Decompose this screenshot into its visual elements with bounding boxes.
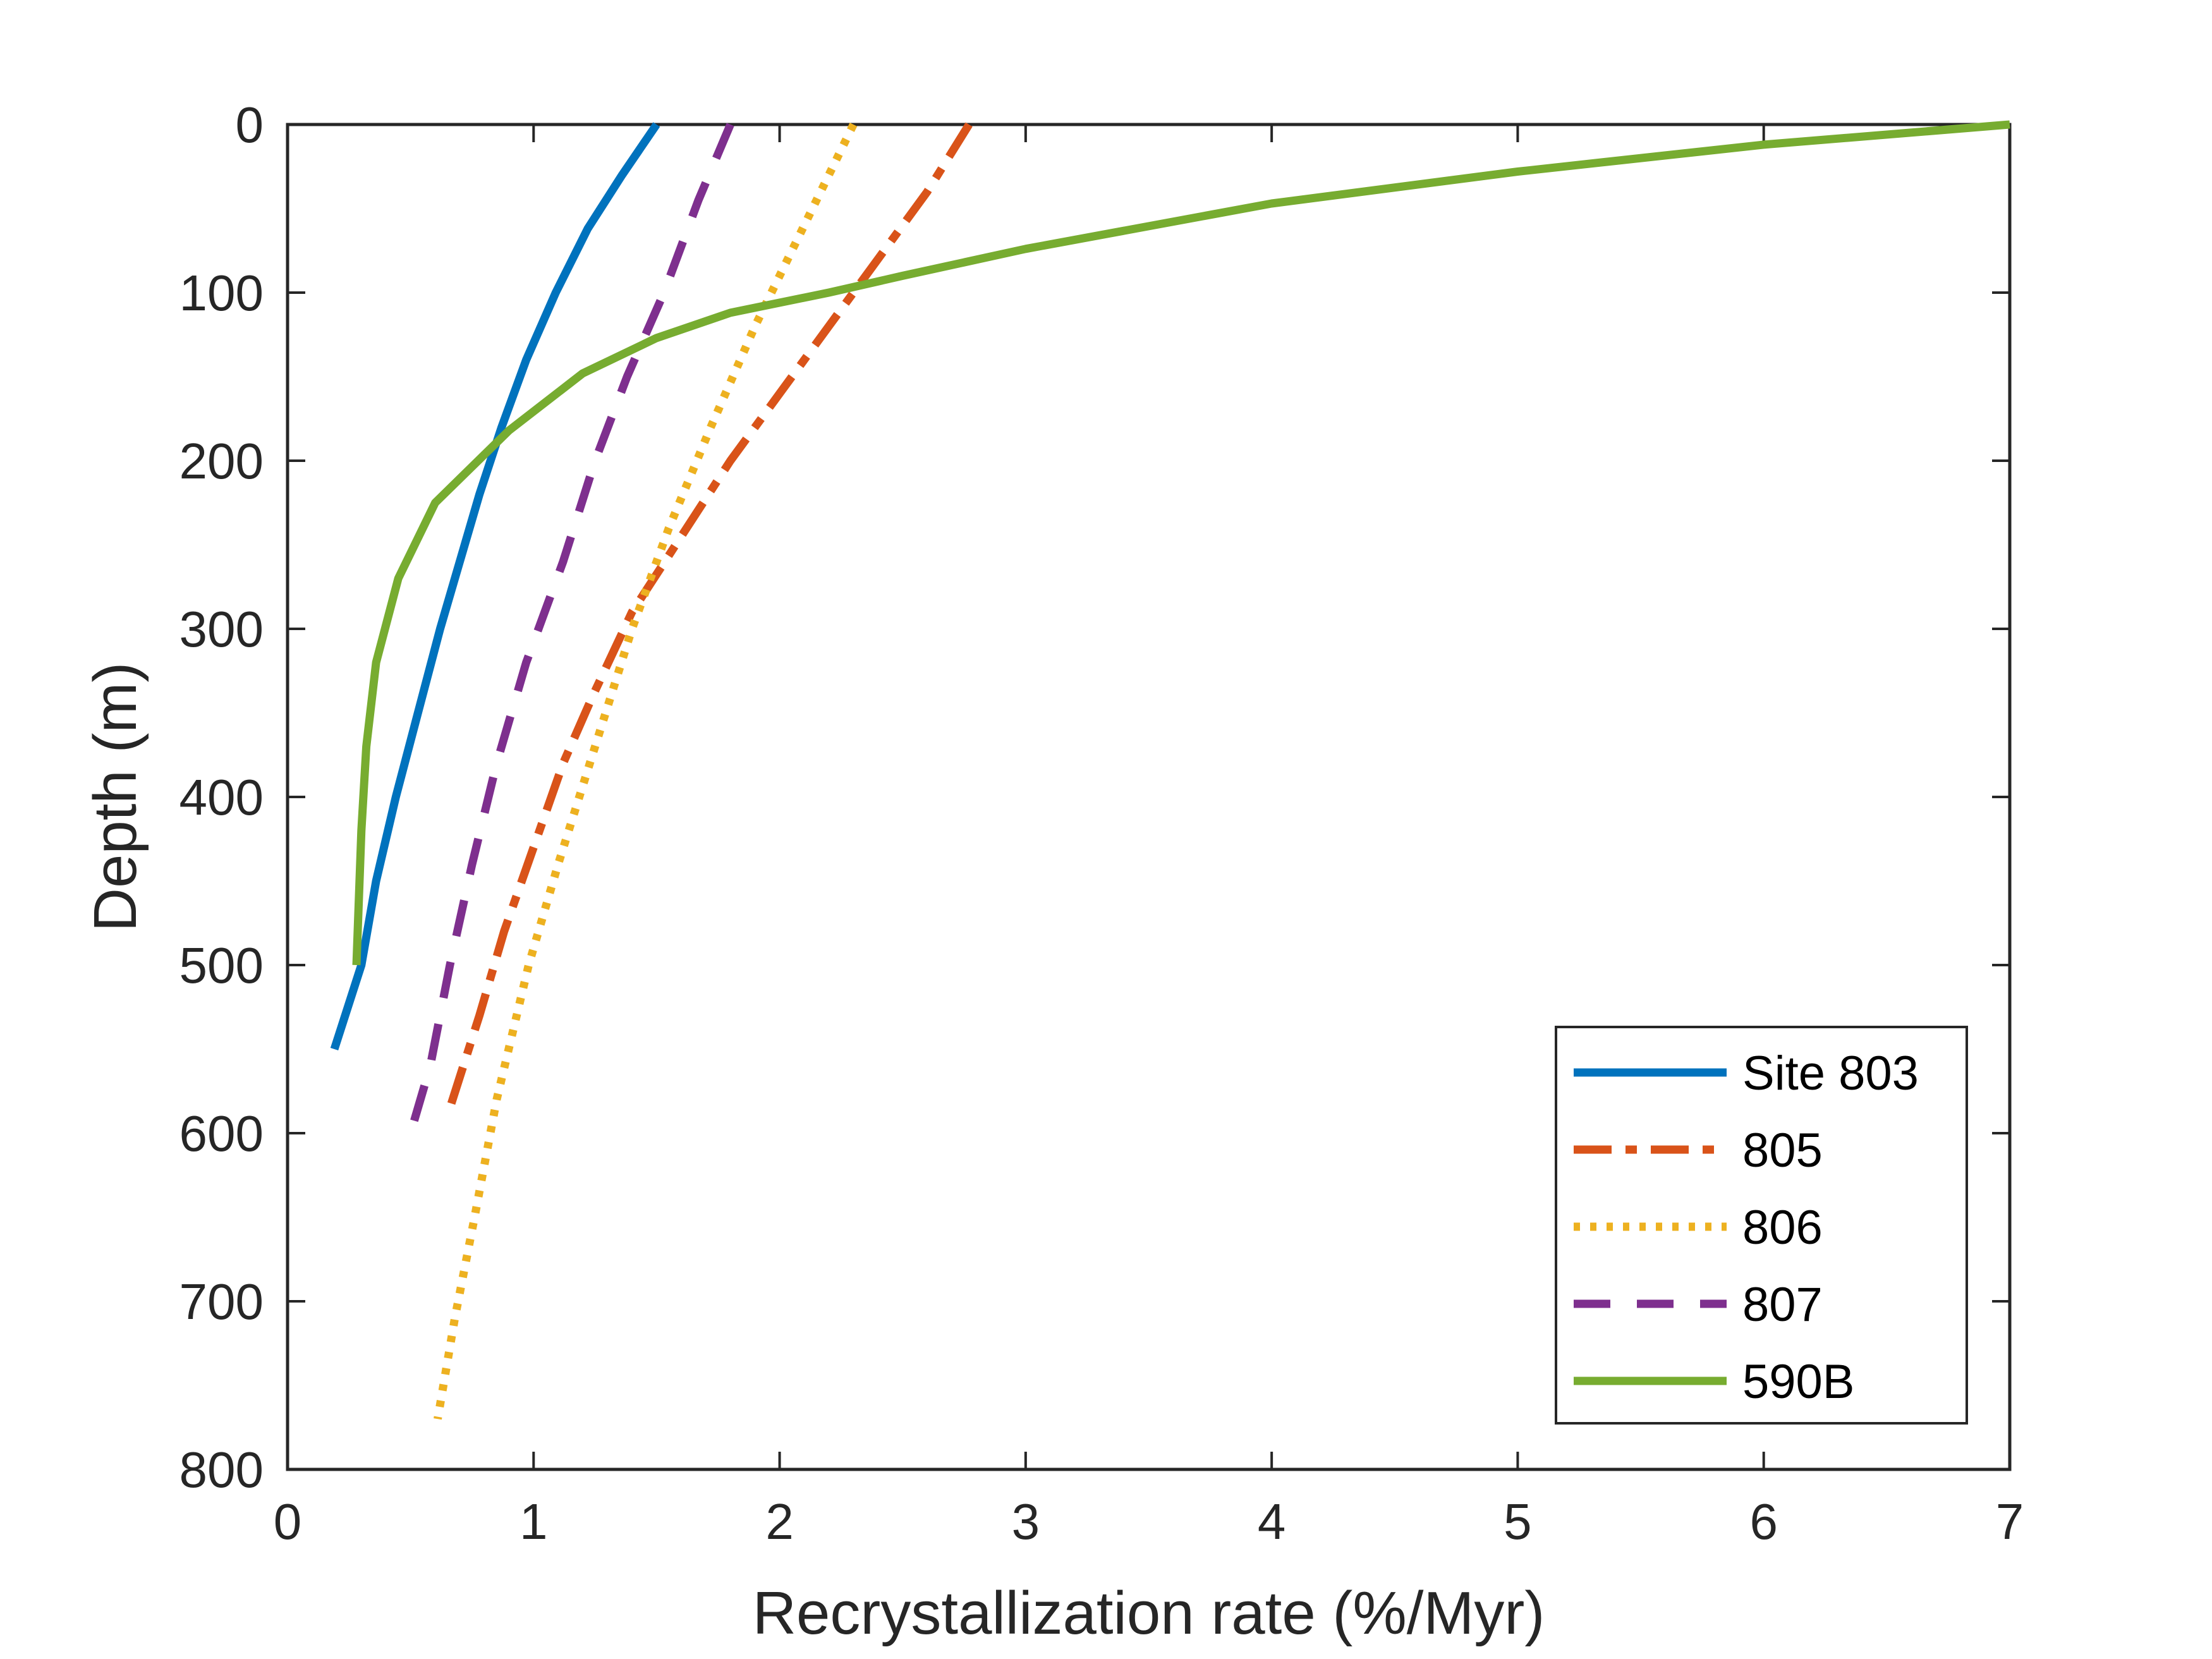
legend: Site 803 805 806 807 590B	[1555, 1026, 1968, 1425]
axis-ticks	[286, 123, 2011, 1471]
series-line-5	[352, 120, 2010, 966]
y-tick-label: 800	[179, 1442, 264, 1498]
x-axis-label: Recrystallization rate (%/Myr)	[753, 1579, 1545, 1647]
x-tick-label: 4	[1258, 1493, 1286, 1550]
x-tick-label: 7	[1996, 1493, 2024, 1550]
y-axis-label: Depth (m)	[82, 662, 149, 932]
y-tick-label: 0	[236, 97, 264, 153]
x-tick-label: 6	[1749, 1493, 1778, 1550]
series-line-4	[406, 123, 734, 1134]
y-tick-label: 100	[179, 265, 264, 321]
y-tick-label: 700	[179, 1273, 264, 1330]
tick-labels: 0 1 2 3 4 5 6 7 0 100 200 300 400 500 600 700 800	[179, 97, 2024, 1550]
y-tick-label: 200	[179, 433, 264, 489]
series-line-2	[446, 122, 973, 1110]
y-tick-label: 600	[179, 1105, 264, 1162]
x-tick-label: 0	[274, 1493, 302, 1550]
y-tick-label: 500	[179, 937, 264, 994]
x-tick-label: 2	[765, 1493, 794, 1550]
y-tick-label: 300	[179, 601, 264, 657]
y-tick-label: 400	[179, 769, 264, 825]
series-line-1	[330, 122, 660, 1050]
legend-label-3: 806	[1742, 1201, 1823, 1255]
legend-label-4: 807	[1742, 1278, 1823, 1332]
x-tick-label: 1	[520, 1493, 548, 1550]
series-layer	[330, 120, 2010, 1420]
x-tick-label: 5	[1504, 1493, 1532, 1550]
legend-label-5: 590B	[1742, 1355, 1855, 1409]
series-line-3	[434, 123, 858, 1420]
legend-label-1: Site 803	[1742, 1047, 1919, 1100]
legend-label-2: 805	[1742, 1124, 1823, 1177]
x-tick-label: 3	[1012, 1493, 1040, 1550]
plot-area	[286, 120, 2012, 1471]
